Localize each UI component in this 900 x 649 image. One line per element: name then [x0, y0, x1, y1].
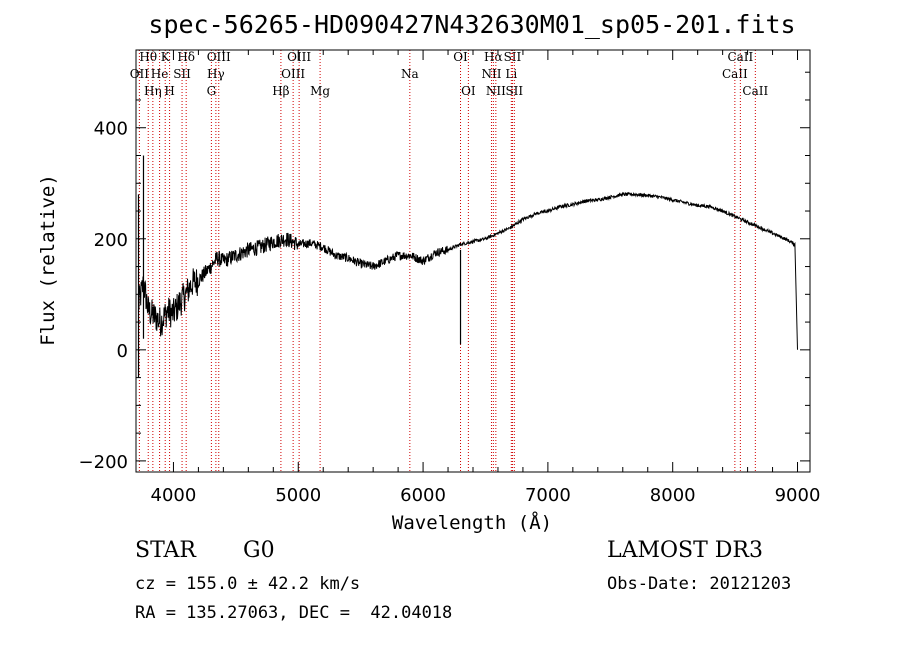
emission-line-label: Hθ	[139, 50, 157, 64]
spectrum-line	[138, 191, 798, 350]
emission-line-label: Hγ	[207, 67, 225, 81]
emission-line-label: OIII	[207, 50, 231, 64]
x-tick-label: 6000	[400, 485, 446, 506]
x-tick-label: 5000	[275, 485, 321, 506]
x-tick-label: 7000	[525, 485, 571, 506]
emission-line-label: SII	[504, 50, 522, 64]
chart-title: spec-56265-HD090427N432630M01_sp05-201.f…	[148, 10, 795, 39]
survey-name: LAMOST DR3	[607, 538, 763, 563]
x-tick-label: 4000	[151, 485, 197, 506]
emission-line-label: G	[207, 84, 217, 98]
emission-line-label: OI	[461, 84, 476, 98]
coordinates: RA = 135.27063, DEC = 42.04018	[135, 603, 453, 623]
emission-line-label: H	[164, 84, 174, 98]
redshift-text: cz = 155.0 ± 42.2 km/s	[135, 574, 361, 594]
emission-line-label: CaII	[742, 84, 768, 98]
emission-line-label: Na	[401, 67, 419, 81]
emission-line-label: Hη	[144, 84, 162, 98]
y-tick-label: 400	[94, 119, 128, 140]
y-tick-label: 200	[94, 230, 128, 251]
emission-line-label: CaII	[722, 67, 748, 81]
emission-line-label: OII	[130, 67, 150, 81]
emission-line-label: SII	[173, 67, 191, 81]
emission-line-label: Mg	[310, 84, 330, 98]
emission-line-label: He	[151, 67, 169, 81]
y-tick-label: 0	[117, 341, 128, 362]
emission-line-label: OIII	[287, 50, 311, 64]
x-axis-label: Wavelength (Å)	[392, 511, 552, 534]
emission-line-label: Li	[505, 67, 517, 81]
emission-line-label: NII	[481, 67, 501, 81]
emission-line-label: K	[161, 50, 171, 64]
emission-line-markers: OII Hθ Hη He K H SII Hδ G Hγ OIII Hβ OIII OIII Mg Na OI O…	[130, 50, 768, 472]
x-tick-label: 8000	[650, 485, 696, 506]
y-axis: −200 0 200 400	[79, 71, 810, 473]
emission-line-label: OIII	[281, 67, 305, 81]
emission-line-label: OI	[453, 50, 468, 64]
y-tick-label: −200	[79, 452, 128, 473]
y-axis-label: Flux (relative)	[37, 174, 59, 346]
x-axis: 4000 5000 6000 7000 8000 9000	[151, 50, 821, 506]
subclass: G0	[243, 538, 275, 563]
x-tick-label: 9000	[775, 485, 821, 506]
emission-line-label: Hδ	[177, 50, 195, 64]
emission-line-label: Hα	[484, 50, 503, 64]
object-type: STAR	[135, 538, 196, 563]
obs-date: Obs-Date: 20121203	[607, 574, 792, 594]
emission-line-label: NII	[486, 84, 506, 98]
emission-line-label: Hβ	[272, 84, 289, 98]
emission-line-label: SII	[505, 84, 523, 98]
emission-line-label: CaII	[727, 50, 753, 64]
spectrum-spikes	[137, 155, 462, 378]
